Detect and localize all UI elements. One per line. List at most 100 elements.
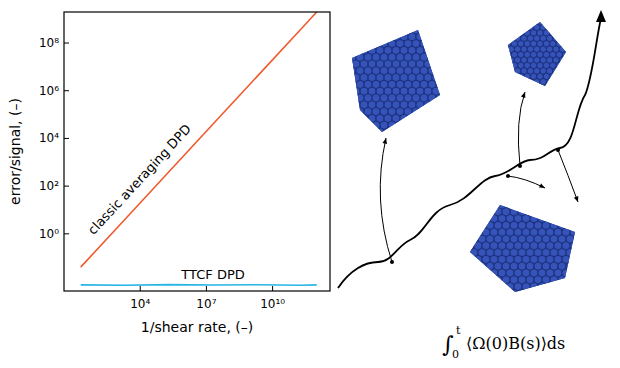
particle bbox=[408, 128, 416, 136]
particle-box bbox=[352, 30, 440, 132]
particle bbox=[352, 101, 360, 109]
particle bbox=[348, 26, 356, 34]
particle bbox=[396, 121, 404, 129]
particle bbox=[364, 121, 372, 129]
particle bbox=[408, 114, 416, 122]
particle bbox=[404, 121, 412, 129]
particle bbox=[562, 201, 570, 209]
figure: 10⁰10²10⁴10⁶10⁸10⁴10⁷10¹⁰1/shear rate, (… bbox=[0, 0, 620, 368]
particle bbox=[508, 68, 514, 74]
particle bbox=[412, 108, 420, 116]
x-axis-title: 1/shear rate, (–) bbox=[141, 319, 253, 335]
particle bbox=[574, 249, 582, 257]
particle bbox=[486, 289, 494, 297]
particle bbox=[570, 283, 578, 291]
y-tick bbox=[64, 90, 69, 91]
particle bbox=[436, 67, 444, 75]
particles bbox=[348, 26, 448, 136]
particle bbox=[566, 68, 572, 74]
particle bbox=[478, 276, 486, 284]
particle bbox=[570, 215, 578, 223]
particle bbox=[566, 79, 572, 85]
particle bbox=[356, 108, 364, 116]
particle bbox=[482, 283, 490, 291]
branch-point bbox=[518, 164, 522, 168]
particle bbox=[522, 201, 530, 209]
particle bbox=[440, 60, 448, 68]
particle bbox=[553, 24, 559, 30]
y-tick bbox=[64, 186, 69, 187]
particle bbox=[466, 255, 474, 263]
particle bbox=[566, 208, 574, 216]
particle bbox=[424, 128, 432, 136]
particle bbox=[524, 19, 530, 25]
particle bbox=[566, 221, 574, 229]
particle bbox=[432, 60, 440, 68]
particle bbox=[550, 73, 556, 79]
particle bbox=[372, 26, 380, 34]
particle bbox=[440, 33, 448, 41]
particle bbox=[558, 289, 566, 297]
series-label: TTCF DPD bbox=[180, 267, 244, 282]
particle bbox=[556, 62, 562, 68]
particle bbox=[570, 255, 578, 263]
particle bbox=[486, 208, 494, 216]
particle bbox=[466, 269, 474, 277]
particle bbox=[466, 215, 474, 223]
plot-lines bbox=[81, 12, 317, 285]
particle bbox=[474, 269, 482, 277]
particle bbox=[566, 46, 572, 52]
particle bbox=[440, 87, 448, 95]
particle bbox=[505, 84, 511, 90]
particle bbox=[440, 46, 448, 54]
particle bbox=[570, 269, 578, 277]
particle bbox=[538, 283, 546, 291]
particle bbox=[428, 121, 436, 129]
particle bbox=[574, 208, 582, 216]
series-line bbox=[81, 284, 317, 286]
particles bbox=[505, 19, 572, 91]
particle bbox=[356, 26, 364, 34]
particle bbox=[556, 30, 562, 36]
particle bbox=[566, 24, 572, 30]
particle bbox=[352, 114, 360, 122]
particle bbox=[550, 289, 558, 297]
particle bbox=[559, 79, 565, 85]
particle bbox=[570, 201, 578, 209]
particle bbox=[372, 40, 380, 48]
particle bbox=[524, 84, 530, 90]
particle bbox=[562, 84, 568, 90]
particle bbox=[543, 84, 549, 90]
particle bbox=[574, 276, 582, 284]
series-line bbox=[81, 12, 317, 267]
particle bbox=[530, 19, 536, 25]
particle bbox=[559, 57, 565, 63]
particle bbox=[376, 128, 384, 136]
particle bbox=[482, 269, 490, 277]
particle bbox=[574, 289, 582, 297]
arrow-head bbox=[383, 138, 388, 144]
particle bbox=[474, 283, 482, 291]
particle bbox=[530, 283, 538, 291]
particle bbox=[538, 201, 546, 209]
y-tick bbox=[64, 138, 69, 139]
particle bbox=[474, 215, 482, 223]
branch-arrow bbox=[380, 138, 392, 262]
particle bbox=[511, 19, 517, 25]
particle-box bbox=[508, 22, 566, 86]
particle bbox=[546, 283, 554, 291]
particle bbox=[352, 128, 360, 136]
particle bbox=[420, 121, 428, 129]
particle bbox=[562, 41, 568, 47]
particle bbox=[542, 208, 550, 216]
y-axis-title: error/signal, (–) bbox=[7, 98, 23, 205]
particle bbox=[566, 35, 572, 41]
particle bbox=[440, 114, 448, 122]
particle bbox=[546, 79, 552, 85]
arrow-head bbox=[574, 196, 578, 202]
particle bbox=[559, 24, 565, 30]
particle bbox=[494, 276, 502, 284]
y-tick bbox=[64, 43, 69, 44]
particle bbox=[543, 19, 549, 25]
particle bbox=[514, 201, 522, 209]
